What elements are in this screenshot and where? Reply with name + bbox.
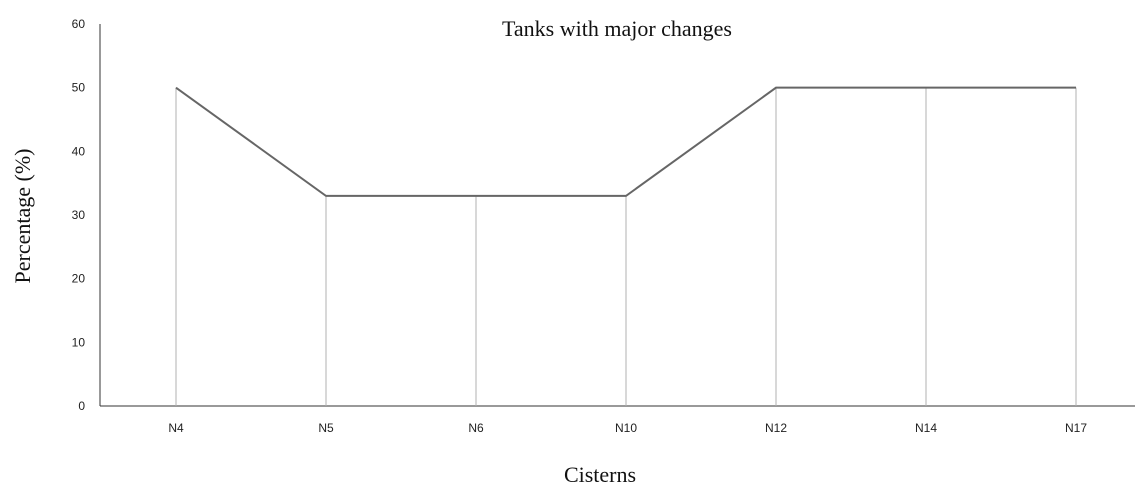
x-tick-label: N12 xyxy=(765,421,787,435)
x-tick-label: N4 xyxy=(168,421,184,435)
x-axis-title: Cisterns xyxy=(564,462,636,486)
x-tick-label: N17 xyxy=(1065,421,1087,435)
x-tick-label: N6 xyxy=(468,421,484,435)
y-tick-label: 40 xyxy=(72,144,86,158)
x-tick-label: N10 xyxy=(615,421,637,435)
y-tick-label: 10 xyxy=(72,335,86,349)
x-tick-label: N5 xyxy=(318,421,334,435)
series-line xyxy=(175,86,1076,197)
chart-title: Tanks with major changes xyxy=(502,16,732,41)
x-tick-labels: N4 N5 N6 N10 N12 N14 N17 xyxy=(168,421,1087,435)
y-tick-label: 30 xyxy=(72,208,86,222)
y-axis-title: Percentage (%) xyxy=(10,149,35,284)
drop-lines xyxy=(175,87,1077,406)
y-tick-label: 20 xyxy=(72,272,86,286)
x-tick-label: N14 xyxy=(915,421,937,435)
y-tick-label: 50 xyxy=(72,81,86,95)
y-tick-label: 60 xyxy=(72,17,86,31)
y-tick-labels: 0 10 20 30 40 50 60 xyxy=(72,17,86,413)
y-tick-label: 0 xyxy=(78,399,85,413)
